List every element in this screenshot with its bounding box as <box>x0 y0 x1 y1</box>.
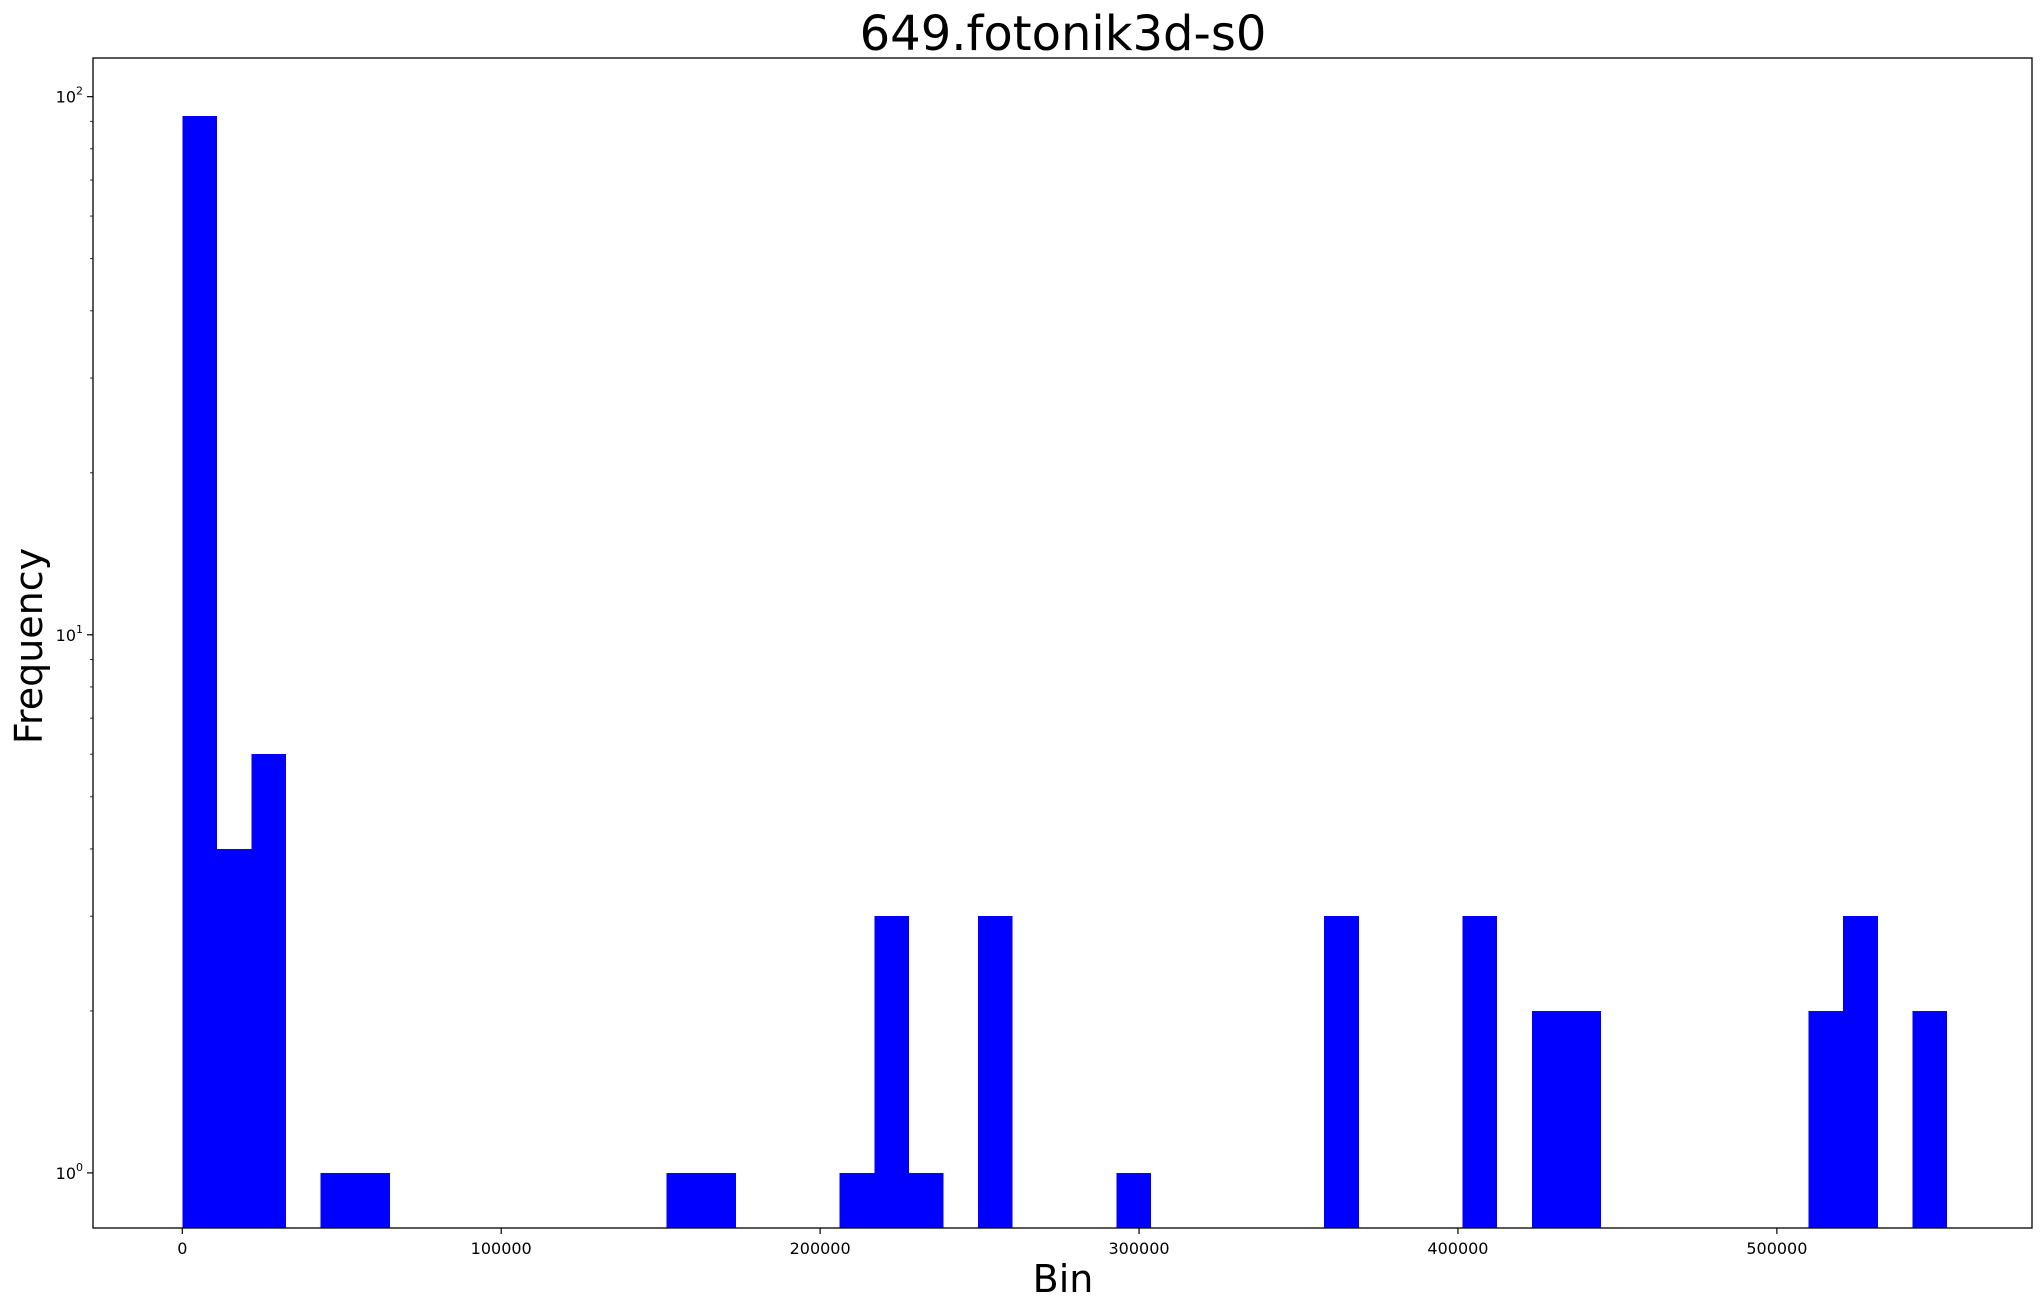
histogram-bar-2 <box>251 754 287 1228</box>
histogram-bar-10 <box>978 916 1013 1228</box>
x-tick-label: 200000 <box>790 1239 851 1258</box>
histogram-bar-5 <box>666 1172 702 1228</box>
bars-group <box>182 116 1948 1229</box>
histogram-bar-17 <box>1843 916 1878 1228</box>
y-axis-ticks: 100 101 102 <box>56 85 93 1183</box>
x-tick-label: 500000 <box>1746 1239 1807 1258</box>
x-tick-label: 0 <box>177 1239 187 1258</box>
x-tick-label: 400000 <box>1427 1239 1488 1258</box>
x-tick-label: 300000 <box>1109 1239 1170 1258</box>
x-axis-ticks: 0 100000 200000 300000 400000 500000 <box>177 1228 1807 1258</box>
histogram-bar-11 <box>1116 1172 1152 1228</box>
chart-title: 649.fotonik3d-s0 <box>860 6 1267 62</box>
histogram-bar-8 <box>874 916 909 1228</box>
histogram-bar-16 <box>1808 1010 1844 1228</box>
histogram-bar-0 <box>182 116 217 1229</box>
x-axis-label: Bin <box>1033 1257 1094 1301</box>
plot-frame <box>92 57 2033 1229</box>
histogram-bar-13 <box>1462 916 1498 1228</box>
y-tick-label: 102 <box>56 85 83 107</box>
histogram-bar-1 <box>216 848 252 1228</box>
x-tick-label: 100000 <box>471 1239 532 1258</box>
y-tick-label: 101 <box>56 623 83 645</box>
histogram-bar-4 <box>355 1172 390 1228</box>
histogram-bar-9 <box>908 1172 944 1228</box>
y-axis-label: Frequency <box>7 548 51 744</box>
histogram-bar-14 <box>1531 1010 1567 1228</box>
histogram-bar-18 <box>1912 1010 1948 1228</box>
histogram-bar-7 <box>839 1172 875 1228</box>
histogram-bar-3 <box>320 1172 356 1228</box>
histogram-bar-6 <box>701 1172 736 1228</box>
histogram-bar-15 <box>1566 1010 1601 1228</box>
y-tick-label: 100 <box>56 1161 83 1183</box>
histogram-bar-12 <box>1324 916 1359 1228</box>
